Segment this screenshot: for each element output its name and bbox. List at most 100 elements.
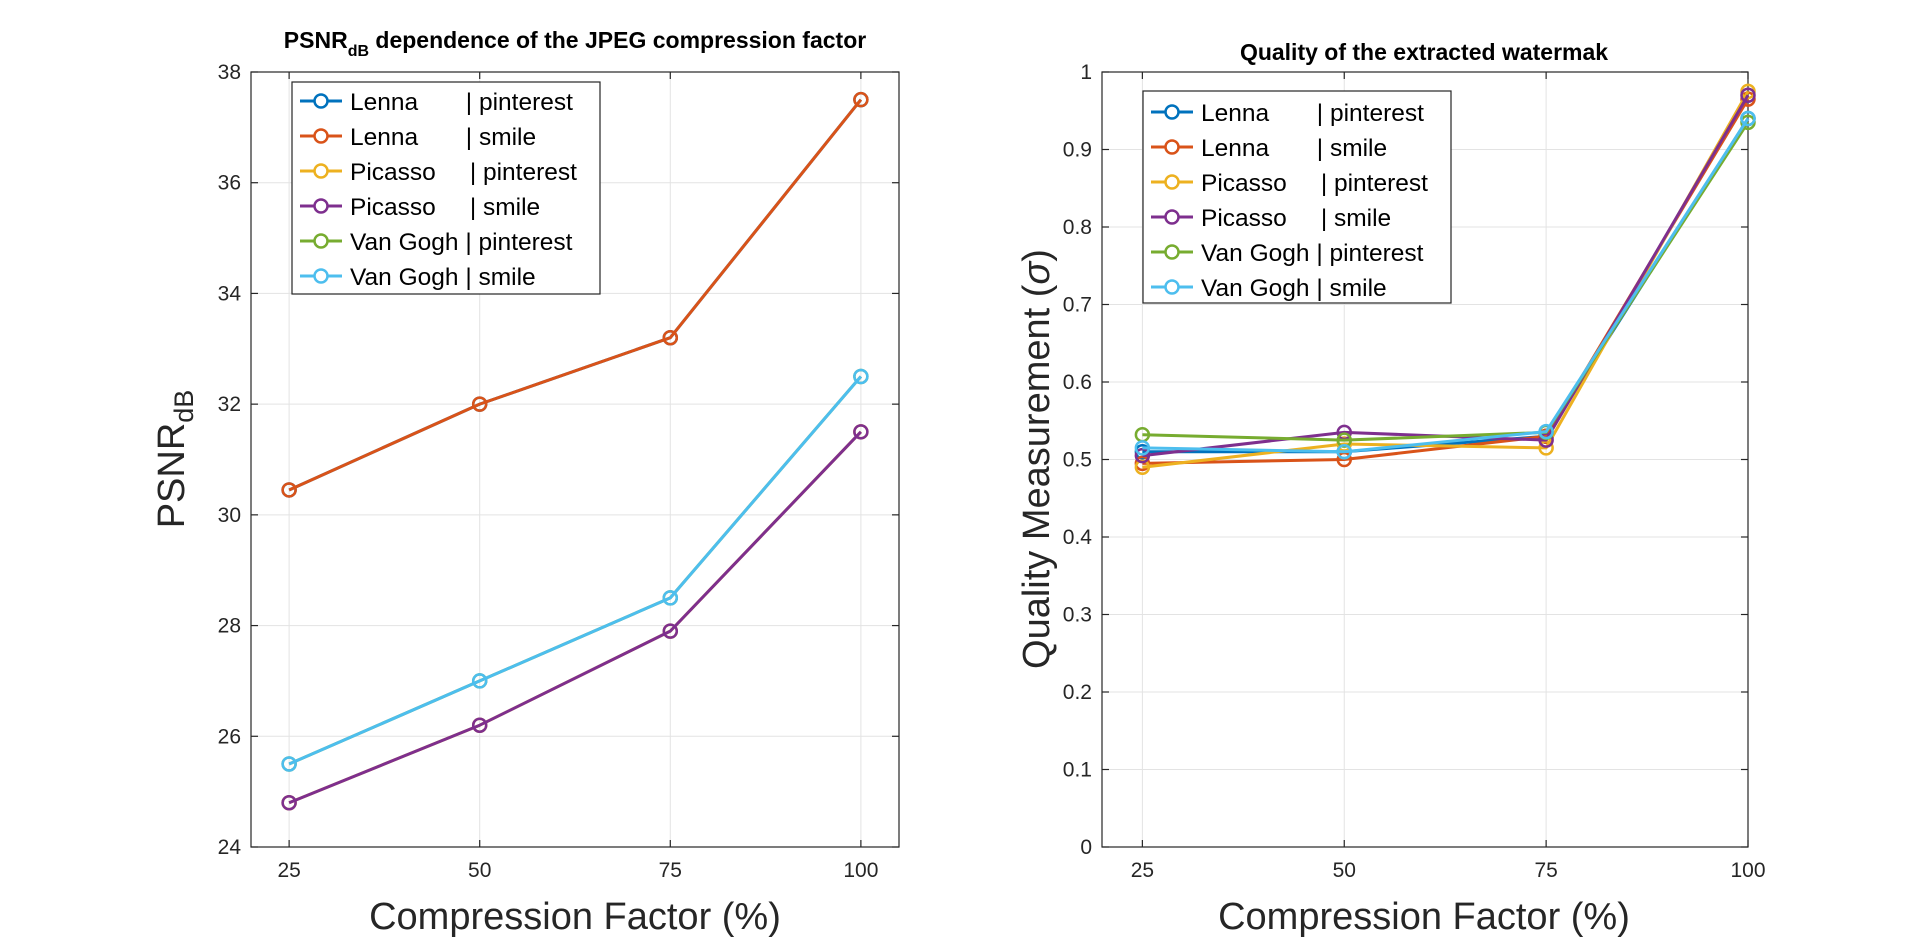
psnr-series-3-point-3 bbox=[853, 424, 869, 440]
psnr-legend: Lenna | pinterest Lenna | smile Picasso | … bbox=[291, 81, 601, 295]
quality-xtick-label-0: 25 bbox=[1131, 859, 1154, 882]
quality-chart-title: Quality of the extracted watermak bbox=[1240, 39, 1608, 65]
psnr-series-line-5 bbox=[288, 375, 863, 766]
quality-legend-label-1: Lenna | smile bbox=[1201, 135, 1387, 162]
quality-legend-box bbox=[1142, 90, 1452, 304]
quality-series-line-5 bbox=[1142, 117, 1750, 454]
quality-xtick-label-3: 100 bbox=[1730, 859, 1765, 882]
psnr-ytick-label-6: 36 bbox=[218, 172, 241, 195]
quality-legend-label-3: Picasso | smile bbox=[1201, 205, 1391, 232]
quality-legend-items: Lenna | pinterest Lenna | smile Picasso | … bbox=[1151, 100, 1428, 302]
quality-legend-swatch-marker-1 bbox=[1164, 139, 1180, 155]
psnr-ytick-label-5: 34 bbox=[218, 282, 242, 305]
psnr-y-axis-label: PSNRdB bbox=[151, 390, 199, 529]
psnr-legend-swatch-marker-0 bbox=[313, 93, 329, 109]
quality-ytick-label-10: 1 bbox=[1080, 61, 1092, 84]
quality-ytick-label-9: 0.9 bbox=[1063, 139, 1092, 162]
quality-series-5-point-2 bbox=[1538, 423, 1554, 440]
quality-x-axis-label: Compression Factor (%) bbox=[1218, 896, 1630, 938]
psnr-title-rest: dependence of the JPEG compression facto… bbox=[369, 27, 866, 53]
psnr-series-5-point-1 bbox=[471, 673, 488, 689]
psnr-series-3-point-2 bbox=[662, 623, 679, 639]
psnr-legend-swatch-marker-3 bbox=[313, 198, 329, 214]
quality-legend-label-4: Van Gogh | pinterest bbox=[1201, 240, 1424, 267]
psnr-legend-swatch-marker-4 bbox=[313, 233, 329, 249]
quality-legend-label-2: Picasso | pinterest bbox=[1201, 170, 1428, 197]
quality-ytick-label-2: 0.2 bbox=[1063, 681, 1092, 704]
psnr-series-3 bbox=[281, 424, 869, 811]
psnr-series-3-point-1 bbox=[471, 717, 488, 733]
quality-series-4-point-1 bbox=[1336, 432, 1352, 448]
quality-legend-swatch-marker-4 bbox=[1164, 244, 1180, 260]
quality-legend: Lenna | pinterest Lenna | smile Picasso | … bbox=[1142, 90, 1452, 304]
psnr-legend-swatch-marker-1 bbox=[313, 128, 329, 144]
psnr-series-5-point-2 bbox=[662, 590, 679, 606]
psnr-ytick-label-2: 28 bbox=[218, 615, 241, 638]
quality-legend-swatch-marker-3 bbox=[1164, 209, 1180, 225]
psnr-legend-box bbox=[291, 81, 601, 295]
quality-legend-item-2: Picasso | pinterest bbox=[1151, 170, 1428, 197]
quality-y-axis-label-end: ) bbox=[1016, 249, 1058, 262]
quality-legend-item-0: Lenna | pinterest bbox=[1151, 100, 1424, 127]
psnr-ytick-label-0: 24 bbox=[218, 836, 242, 859]
quality-series-3-point-3 bbox=[1740, 87, 1756, 103]
psnr-legend-item-1: Lenna | smile bbox=[300, 124, 536, 151]
quality-legend-item-1: Lenna | smile bbox=[1151, 135, 1387, 162]
psnr-series-5 bbox=[281, 368, 869, 772]
psnr-series-5-point-0 bbox=[281, 756, 297, 772]
quality-y-axis-label: Quality Measurement (σ) bbox=[1016, 249, 1058, 669]
quality-xtick-label-1: 50 bbox=[1333, 859, 1356, 882]
quality-legend-item-5: Van Gogh | smile bbox=[1151, 275, 1387, 302]
psnr-xtick-label-3: 100 bbox=[843, 859, 878, 882]
quality-series-2-point-0 bbox=[1134, 459, 1151, 475]
quality-series bbox=[1134, 83, 1756, 475]
psnr-series-line-1 bbox=[288, 98, 863, 492]
quality-legend-label-0: Lenna | pinterest bbox=[1201, 100, 1424, 127]
quality-ytick-label-0: 0 bbox=[1080, 836, 1092, 859]
psnr-series-1-point-1 bbox=[471, 396, 488, 412]
quality-ytick-label-6: 0.6 bbox=[1063, 371, 1092, 394]
psnr-legend-label-5: Van Gogh | smile bbox=[350, 264, 536, 291]
psnr-y-axis-label-subscript: dB bbox=[169, 390, 199, 423]
quality-legend-swatch-marker-5 bbox=[1164, 279, 1180, 295]
psnr-legend-label-0: Lenna | pinterest bbox=[350, 89, 573, 116]
quality-ticks: 25 50 75 100 0 0.1 0.2 0.3 0.4 0.5 0.6 0.7 0.8 0.9 1 bbox=[1063, 61, 1766, 882]
psnr-x-axis-label: Compression Factor (%) bbox=[369, 896, 781, 938]
psnr-legend-label-4: Van Gogh | pinterest bbox=[350, 229, 573, 256]
psnr-chart: PSNRdB dependence of the JPEG compressio… bbox=[151, 27, 900, 938]
quality-legend-label-5: Van Gogh | smile bbox=[1201, 275, 1387, 302]
psnr-xtick-label-0: 25 bbox=[277, 859, 300, 882]
psnr-series bbox=[281, 91, 869, 811]
psnr-series-1-point-3 bbox=[853, 91, 869, 108]
quality-legend-item-3: Picasso | smile bbox=[1151, 205, 1391, 232]
quality-legend-swatch-marker-0 bbox=[1164, 104, 1180, 120]
psnr-legend-items: Lenna | pinterest Lenna | smile Picasso | … bbox=[300, 89, 577, 291]
psnr-ytick-label-7: 38 bbox=[218, 61, 241, 84]
quality-ytick-label-1: 0.1 bbox=[1063, 759, 1092, 782]
quality-chart: Quality of the extracted watermak 25 50 75… bbox=[1016, 39, 1766, 938]
quality-series-5 bbox=[1134, 110, 1756, 460]
quality-ytick-label-7: 0.7 bbox=[1063, 294, 1092, 317]
psnr-ticks: 25 50 75 100 24 26 28 30 32 34 36 38 bbox=[218, 61, 899, 882]
psnr-legend-label-2: Picasso | pinterest bbox=[350, 159, 577, 186]
quality-series-5-point-1 bbox=[1336, 444, 1352, 460]
psnr-legend-item-0: Lenna | pinterest bbox=[300, 89, 573, 116]
psnr-xtick-label-1: 50 bbox=[468, 859, 491, 882]
psnr-legend-item-4: Van Gogh | pinterest bbox=[300, 229, 573, 256]
quality-ytick-label-5: 0.5 bbox=[1063, 449, 1092, 472]
psnr-chart-title: PSNRdB dependence of the JPEG compressio… bbox=[284, 27, 866, 60]
quality-series-5-point-0 bbox=[1134, 440, 1151, 456]
quality-ytick-label-3: 0.3 bbox=[1063, 604, 1092, 627]
quality-y-axis-label-symbol: σ bbox=[1016, 260, 1058, 285]
psnr-legend-label-3: Picasso | smile bbox=[350, 194, 540, 221]
psnr-legend-swatch-marker-2 bbox=[313, 163, 329, 179]
psnr-axes-box bbox=[250, 71, 900, 848]
psnr-series-1-point-2 bbox=[662, 329, 679, 346]
psnr-series-line-3 bbox=[288, 430, 862, 805]
psnr-xtick-label-2: 75 bbox=[659, 859, 682, 882]
psnr-legend-item-5: Van Gogh | smile bbox=[300, 264, 536, 291]
psnr-series-5-point-3 bbox=[853, 368, 869, 385]
psnr-series-1-point-0 bbox=[281, 482, 297, 498]
